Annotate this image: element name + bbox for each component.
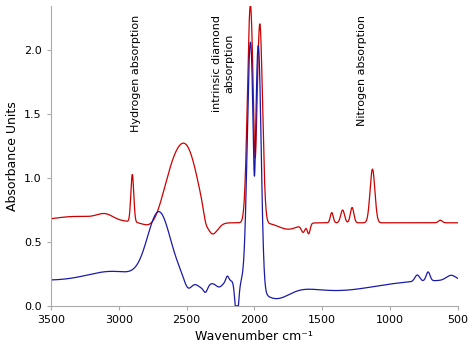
X-axis label: Wavenumber cm⁻¹: Wavenumber cm⁻¹ — [195, 331, 313, 343]
Y-axis label: Absorbance Units: Absorbance Units — [6, 101, 18, 210]
Text: intrinsic diamond
absorption: intrinsic diamond absorption — [212, 15, 234, 111]
Text: Nitrogen absorption: Nitrogen absorption — [356, 15, 366, 126]
Text: Hydrogen absorption: Hydrogen absorption — [131, 15, 141, 132]
